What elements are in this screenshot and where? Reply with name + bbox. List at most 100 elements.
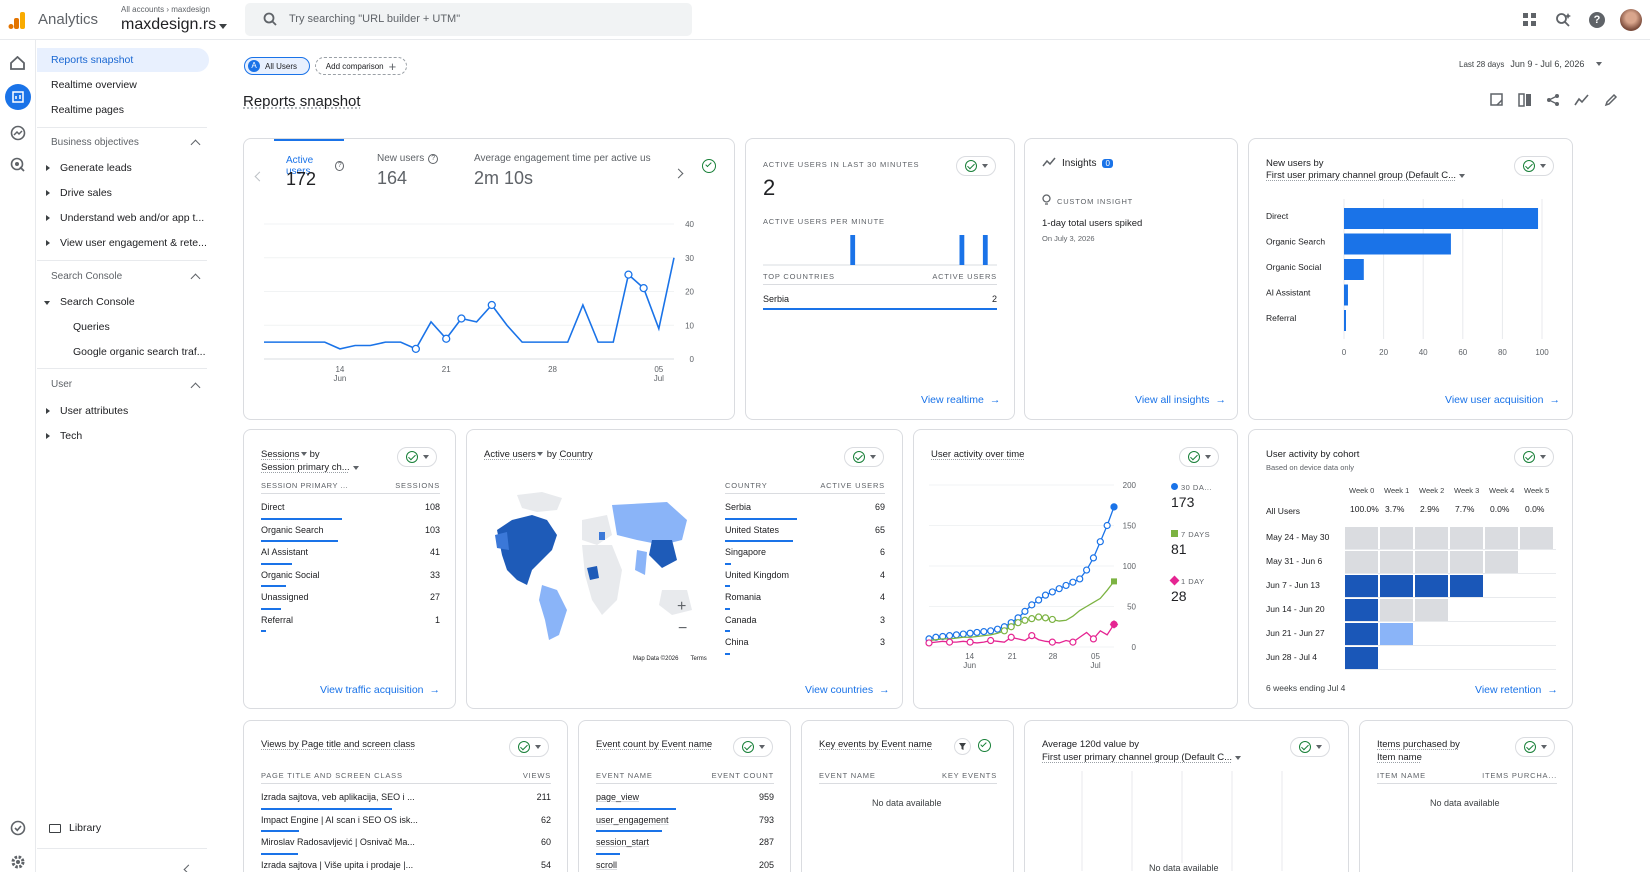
column-header[interactable]: EVENT COUNT <box>711 771 774 780</box>
check-circle-icon[interactable] <box>978 739 991 752</box>
dimension-selector[interactable]: First user primary channel group (Defaul… <box>1266 170 1466 181</box>
map-terms-link[interactable]: Terms <box>690 656 707 662</box>
table-row[interactable]: page_view 959 <box>596 792 774 815</box>
sidebar-item-understand-traffic[interactable]: Understand web and/or app t... <box>46 212 204 224</box>
chevron-up-icon[interactable] <box>190 273 201 284</box>
table-row[interactable]: Izrada sajtova, veb aplikacija, SEO i ..… <box>261 792 551 815</box>
cohort-cell[interactable] <box>1345 551 1378 573</box>
cohort-cell[interactable] <box>1450 575 1483 597</box>
zoom-in-button[interactable]: + <box>677 598 687 615</box>
cohort-cell[interactable] <box>1380 551 1413 573</box>
sidebar-item-google-organic[interactable]: Google organic search traf... <box>73 346 206 358</box>
section-search-console[interactable]: Search Console <box>51 271 123 282</box>
help-icon[interactable]: ? <box>1589 12 1605 28</box>
status-dropdown[interactable] <box>397 447 437 467</box>
apps-grid-icon[interactable] <box>1523 13 1537 30</box>
cohort-cell[interactable] <box>1415 599 1448 621</box>
status-dropdown[interactable] <box>1290 737 1330 757</box>
table-row[interactable]: AI Assistant 41 <box>261 547 440 570</box>
table-row[interactable]: Izrada sajtova | Više upita i prodaje |.… <box>261 860 551 872</box>
table-row[interactable]: Referral 1 <box>261 615 440 638</box>
view-all-insights-link[interactable]: View all insights → <box>1135 394 1226 406</box>
sidebar-item-reports-snapshot[interactable]: Reports snapshot <box>37 48 209 72</box>
help-circle-icon[interactable]: ? <box>335 161 344 171</box>
table-row[interactable]: Singapore 6 <box>725 547 885 570</box>
cohort-cell[interactable] <box>1380 599 1413 621</box>
breadcrumb-root[interactable]: All accounts <box>121 5 165 14</box>
home-icon[interactable] <box>10 55 25 73</box>
sidebar-item-queries[interactable]: Queries <box>73 321 110 333</box>
insights-search-icon[interactable] <box>1555 12 1571 31</box>
zoom-out-button[interactable]: − <box>678 620 688 637</box>
explore-icon[interactable] <box>10 125 26 144</box>
metric-selector[interactable]: Sessions <box>261 449 300 460</box>
column-header[interactable]: ITEM NAME <box>1377 771 1426 780</box>
edit-comparison-icon[interactable] <box>1490 93 1504 110</box>
section-user[interactable]: User <box>51 379 73 390</box>
dimension-selector[interactable]: First user primary channel group (Defaul… <box>1042 752 1242 763</box>
search-bar[interactable]: Try searching "URL builder + UTM" <box>245 3 692 36</box>
column-header[interactable]: SESSIONS <box>395 481 440 490</box>
help-circle-icon[interactable]: ? <box>428 153 439 164</box>
status-dropdown[interactable] <box>1514 447 1554 467</box>
table-row[interactable]: user_engagement 793 <box>596 815 774 838</box>
status-dropdown[interactable] <box>956 156 996 176</box>
column-header[interactable]: SESSION PRIMARY ... <box>261 481 349 490</box>
table-row[interactable]: United States 65 <box>725 525 885 548</box>
table-row[interactable]: Organic Social 33 <box>261 570 440 593</box>
cohort-cell[interactable] <box>1345 623 1378 645</box>
comparison-chip-all-users[interactable]: A All Users <box>244 57 310 75</box>
column-header[interactable]: VIEWS <box>522 771 551 780</box>
dimension-selector[interactable]: Country <box>559 449 593 460</box>
status-dropdown[interactable] <box>1514 156 1554 176</box>
cohort-cell[interactable] <box>1450 527 1483 549</box>
view-user-acquisition-link[interactable]: View user acquisition → <box>1445 394 1560 406</box>
column-header[interactable]: COUNTRY <box>725 481 768 490</box>
sidebar-item-user-engagement[interactable]: View user engagement & rete... <box>46 237 207 249</box>
customize-pencil-icon[interactable] <box>1604 93 1618 110</box>
table-row[interactable]: Unassigned 27 <box>261 592 440 615</box>
sidebar-item-user-attributes[interactable]: User attributes <box>46 405 128 417</box>
cohort-cell[interactable] <box>1380 623 1413 645</box>
breadcrumb[interactable]: All accounts › maxdesign <box>121 5 210 14</box>
cohort-cell[interactable] <box>1345 527 1378 549</box>
view-traffic-acquisition-link[interactable]: View traffic acquisition → <box>320 684 440 696</box>
column-header[interactable]: ACTIVE USERS <box>820 481 885 490</box>
kpi-tab-engagement-time[interactable]: Average engagement time per active us 2m… <box>474 153 654 189</box>
cohort-cell[interactable] <box>1345 599 1378 621</box>
table-row[interactable]: China 3 <box>725 637 885 660</box>
section-business-objectives[interactable]: Business objectives <box>51 137 139 148</box>
admin-check-icon[interactable] <box>10 820 26 839</box>
chevron-up-icon[interactable] <box>190 139 201 150</box>
cohort-cell[interactable] <box>1345 647 1378 669</box>
table-row[interactable]: Direct 108 <box>261 502 440 525</box>
share-icon[interactable] <box>1546 93 1560 110</box>
table-row[interactable]: scroll 205 <box>596 860 774 872</box>
status-dropdown[interactable] <box>1515 737 1555 757</box>
cohort-cell[interactable] <box>1345 575 1378 597</box>
kpi-tab-new-users[interactable]: New users? 164 <box>377 153 439 189</box>
breadcrumb-account[interactable]: maxdesign <box>171 5 210 14</box>
table-row[interactable]: United Kingdom 4 <box>725 570 885 593</box>
cohort-cell[interactable] <box>1415 575 1448 597</box>
next-arrow-icon[interactable] <box>673 168 684 179</box>
collapse-sidebar-icon[interactable] <box>183 864 194 872</box>
dimension-selector[interactable]: Session primary ch... <box>261 462 359 473</box>
insight-text[interactable]: 1-day total users spiked <box>1042 218 1143 229</box>
property-selector[interactable]: maxdesign.rs <box>121 16 228 34</box>
table-row[interactable]: Miroslav Radosavljević | Osnivač Ma... 60 <box>261 837 551 860</box>
cohort-cell[interactable] <box>1485 551 1518 573</box>
cohort-cell[interactable] <box>1380 527 1413 549</box>
table-row[interactable]: session_start 287 <box>596 837 774 860</box>
avatar[interactable] <box>1620 9 1642 31</box>
advertising-icon[interactable] <box>10 157 26 176</box>
reports-icon[interactable] <box>5 84 31 110</box>
column-header[interactable]: EVENT NAME <box>596 771 653 780</box>
sidebar-item-realtime-pages[interactable]: Realtime pages <box>51 104 124 116</box>
view-retention-link[interactable]: View retention → <box>1475 684 1558 696</box>
sidebar-item-search-console[interactable]: Search Console <box>44 296 135 308</box>
add-comparison-button[interactable]: Add comparison + <box>315 57 407 75</box>
status-dropdown[interactable] <box>509 737 549 757</box>
table-row[interactable]: Canada 3 <box>725 615 885 638</box>
column-header[interactable]: EVENT NAME <box>819 771 876 780</box>
